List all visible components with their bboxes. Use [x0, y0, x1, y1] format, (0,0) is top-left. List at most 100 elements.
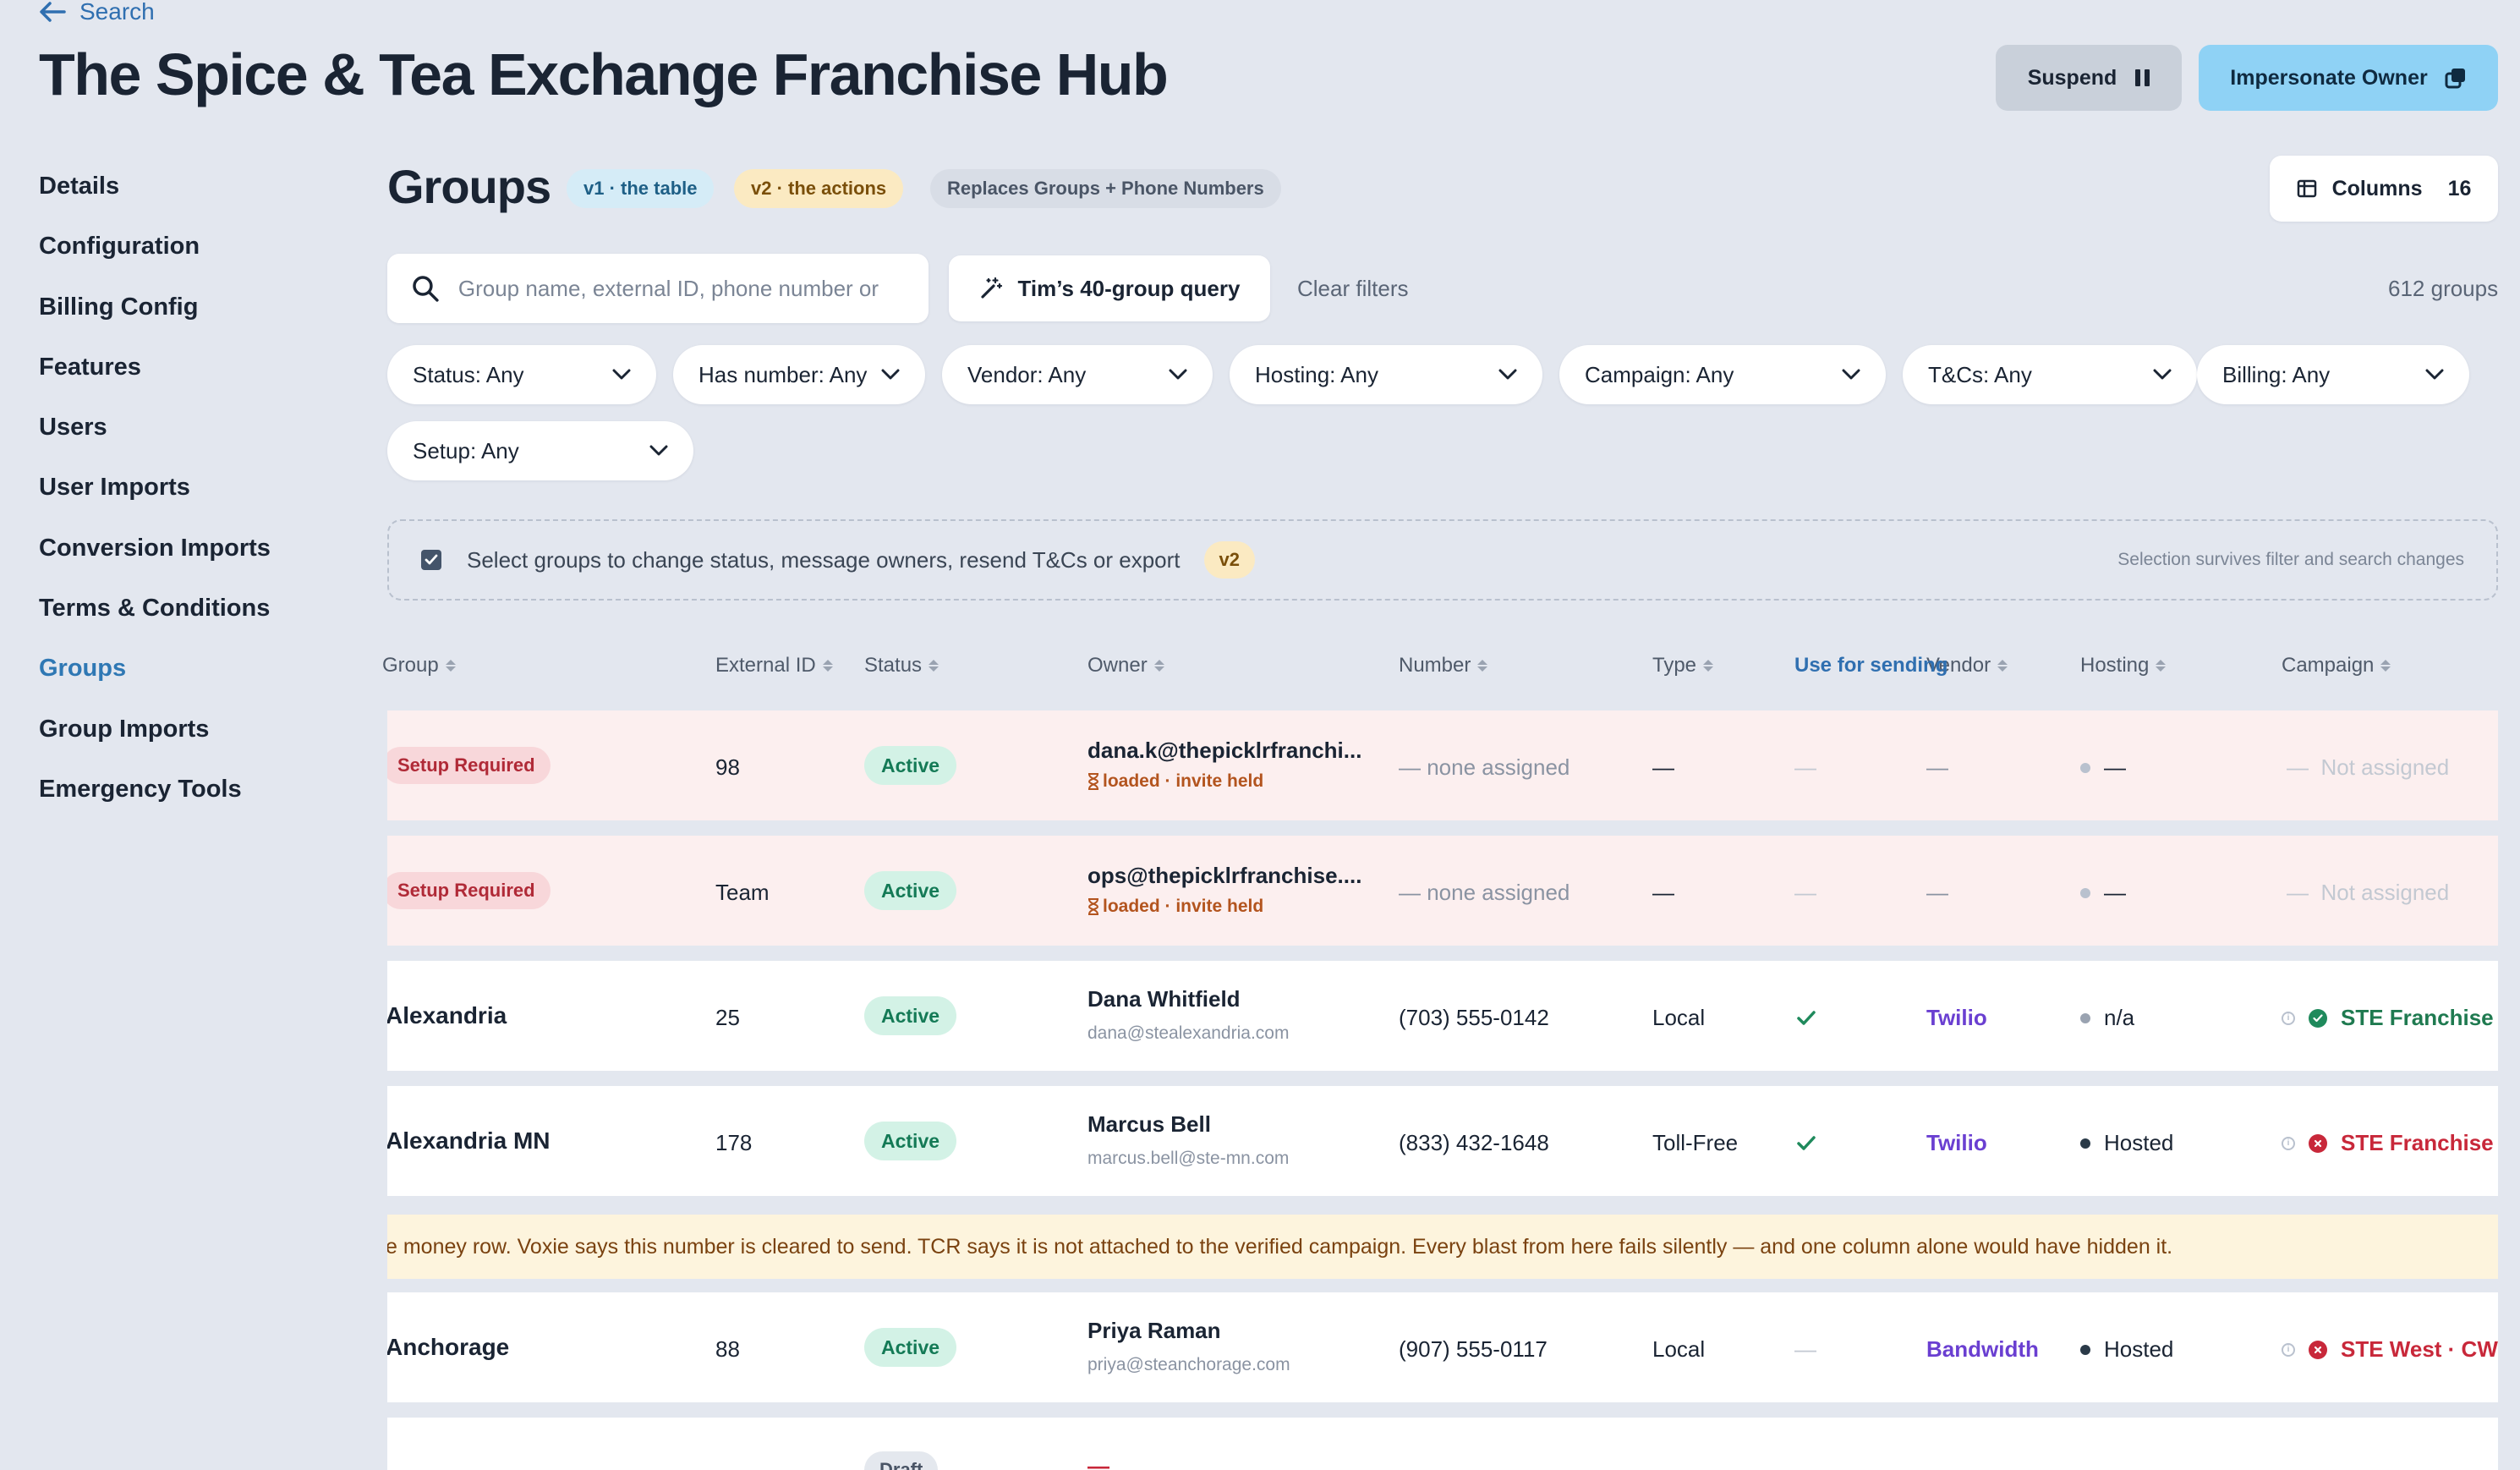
info-icon[interactable]: i [2282, 1011, 2295, 1025]
filter-vendor[interactable]: Vendor: Any [942, 345, 1213, 404]
vendor-cell[interactable]: Twilio [1926, 1005, 1987, 1030]
type-cell: — [1652, 754, 1674, 780]
sidebar-item-features[interactable]: Features [39, 353, 141, 381]
impersonate-owner-button[interactable]: Impersonate Owner [2199, 45, 2498, 111]
table-row[interactable]: Draft — [387, 1418, 2498, 1470]
external-id-cell: Team [715, 880, 770, 905]
campaign-text: STE Franchise [2341, 1005, 2494, 1030]
warning-note-row: e money row. Voxie says this number is c… [387, 1215, 2498, 1279]
hosting-text: n/a [2104, 1005, 2135, 1030]
hosting-cell: Hosted [2080, 1336, 2173, 1363]
use-for-sending-check [1796, 1132, 1816, 1158]
column-header-campaign[interactable]: Campaign [2282, 654, 2391, 677]
number-cell: — none assigned [1399, 880, 1570, 905]
hosting-status-dot [2080, 1012, 2090, 1023]
campaign-text: STE West · CW [2341, 1336, 2498, 1362]
sidebar-item-terms-conditions[interactable]: Terms & Conditions [39, 595, 271, 623]
sidebar-item-users[interactable]: Users [39, 414, 107, 442]
vendor-cell[interactable]: Twilio [1926, 1130, 1987, 1155]
owner-email: priya@steanchorage.com [1087, 1355, 1290, 1374]
use-for-sending-cell: — [1794, 1336, 1816, 1362]
filter-label: Setup: Any [413, 437, 519, 463]
search-input[interactable] [457, 275, 905, 302]
hourglass-icon [1087, 898, 1099, 915]
info-icon[interactable]: i [2282, 1342, 2295, 1357]
column-header-label: Use for sending [1794, 654, 1948, 677]
column-header-owner[interactable]: Owner [1087, 654, 1164, 677]
hosting-status-dot [2080, 1344, 2090, 1355]
group-count: 612 groups [2388, 276, 2499, 301]
column-header-number[interactable]: Number [1399, 654, 1488, 677]
check-icon [1797, 1011, 1816, 1025]
group-name[interactable]: Alexandria [387, 1002, 507, 1028]
filter-tcs[interactable]: T&Cs: Any [1903, 345, 2197, 404]
group-name[interactable]: Anchorage [387, 1334, 510, 1360]
selection-note: Selection survives filter and search cha… [2117, 550, 2464, 569]
external-id-cell: 88 [715, 1336, 740, 1362]
search-icon [413, 276, 439, 302]
use-for-sending-check [1796, 1007, 1816, 1033]
group-name[interactable]: Alexandria MN [387, 1127, 551, 1154]
filter-status[interactable]: Status: Any [387, 345, 656, 404]
column-header-group[interactable]: Group [382, 654, 456, 677]
owner-name: Marcus Bell [1087, 1111, 1211, 1137]
check-icon [425, 554, 438, 565]
sidebar-item-conversion-imports[interactable]: Conversion Imports [39, 534, 271, 562]
filter-hosting[interactable]: Hosting: Any [1230, 345, 1542, 404]
campaign-cell[interactable]: i STE Franchise [2282, 1130, 2494, 1156]
sidebar-item-details[interactable]: Details [39, 173, 120, 200]
page-title: The Spice & Tea Exchange Franchise Hub [39, 41, 1169, 107]
column-header-type[interactable]: Type [1652, 654, 1714, 677]
column-header-label: Campaign [2282, 654, 2375, 677]
hourglass-icon [1087, 773, 1099, 790]
chevron-down-icon [1498, 369, 1517, 380]
number-cell: (703) 555-0142 [1399, 1005, 1549, 1030]
column-header-status[interactable]: Status [864, 654, 940, 677]
sort-icon [2380, 660, 2391, 672]
suspend-button[interactable]: Suspend [1996, 45, 2182, 111]
campaign-cell[interactable]: i STE Franchise [2282, 1005, 2494, 1031]
hosting-text: Hosted [2104, 1130, 2174, 1155]
column-header-hosting[interactable]: Hosting [2080, 654, 2167, 677]
status-error-icon [2309, 1340, 2327, 1359]
owner-invite-status: loaded · invite held [1087, 897, 1263, 917]
campaign-cell[interactable]: i STE West · CW [2282, 1336, 2498, 1363]
sidebar-item-user-imports[interactable]: User Imports [39, 474, 190, 502]
hosting-cell: — [2080, 754, 2126, 781]
column-header-external-id[interactable]: External ID [715, 654, 833, 677]
back-to-search-link[interactable]: Search [39, 0, 155, 25]
select-checkbox[interactable] [421, 550, 441, 570]
sidebar-nav: Details Configuration Billing Config Fea… [39, 167, 343, 831]
type-cell: Local [1652, 1336, 1706, 1362]
filter-has-number[interactable]: Has number: Any [673, 345, 925, 404]
status-ok-icon [2309, 1008, 2327, 1028]
saved-query-button[interactable]: Tim’s 40-group query [949, 255, 1270, 321]
table-row[interactable]: Setup Required Team Active ops@thepicklr… [387, 836, 2498, 946]
columns-button[interactable]: Columns 16 [2270, 156, 2498, 222]
filter-billing[interactable]: Billing: Any [2197, 345, 2469, 404]
sidebar-item-groups[interactable]: Groups [39, 655, 127, 683]
info-icon[interactable]: i [2282, 1136, 2295, 1150]
table-row[interactable]: Alexandria MN 178 Active Marcus Bell mar… [387, 1086, 2498, 1196]
status-badge: Active [864, 1328, 957, 1367]
column-header-use-for-sending[interactable]: Use for sending [1794, 654, 1948, 677]
sidebar-item-configuration[interactable]: Configuration [39, 233, 200, 261]
filter-campaign[interactable]: Campaign: Any [1559, 345, 1886, 404]
sidebar-item-group-imports[interactable]: Group Imports [39, 715, 210, 743]
owner-email: ops@thepicklrfranchise.... [1087, 863, 1362, 888]
column-header-label: External ID [715, 654, 816, 677]
type-cell: Toll-Free [1652, 1130, 1739, 1155]
table-row[interactable]: Setup Required 98 Active dana.k@thepickl… [387, 710, 2498, 820]
pause-icon [2135, 69, 2150, 86]
vendor-cell[interactable]: Bandwidth [1926, 1336, 2039, 1362]
clear-filters-link[interactable]: Clear filters [1297, 276, 1409, 301]
table-row[interactable]: Alexandria 25 Active Dana Whitfield dana… [387, 961, 2498, 1071]
filter-setup[interactable]: Setup: Any [387, 421, 693, 480]
setup-required-badge: Setup Required [387, 747, 551, 784]
owner-email: dana.k@thepicklrfranchi... [1087, 738, 1362, 763]
sidebar-item-emergency-tools[interactable]: Emergency Tools [39, 775, 242, 803]
column-header-vendor[interactable]: Vendor [1926, 654, 2008, 677]
sidebar-item-billing-config[interactable]: Billing Config [39, 293, 199, 321]
section-title: Groups [387, 160, 551, 213]
table-row[interactable]: Anchorage 88 Active Priya Raman priya@st… [387, 1292, 2498, 1402]
